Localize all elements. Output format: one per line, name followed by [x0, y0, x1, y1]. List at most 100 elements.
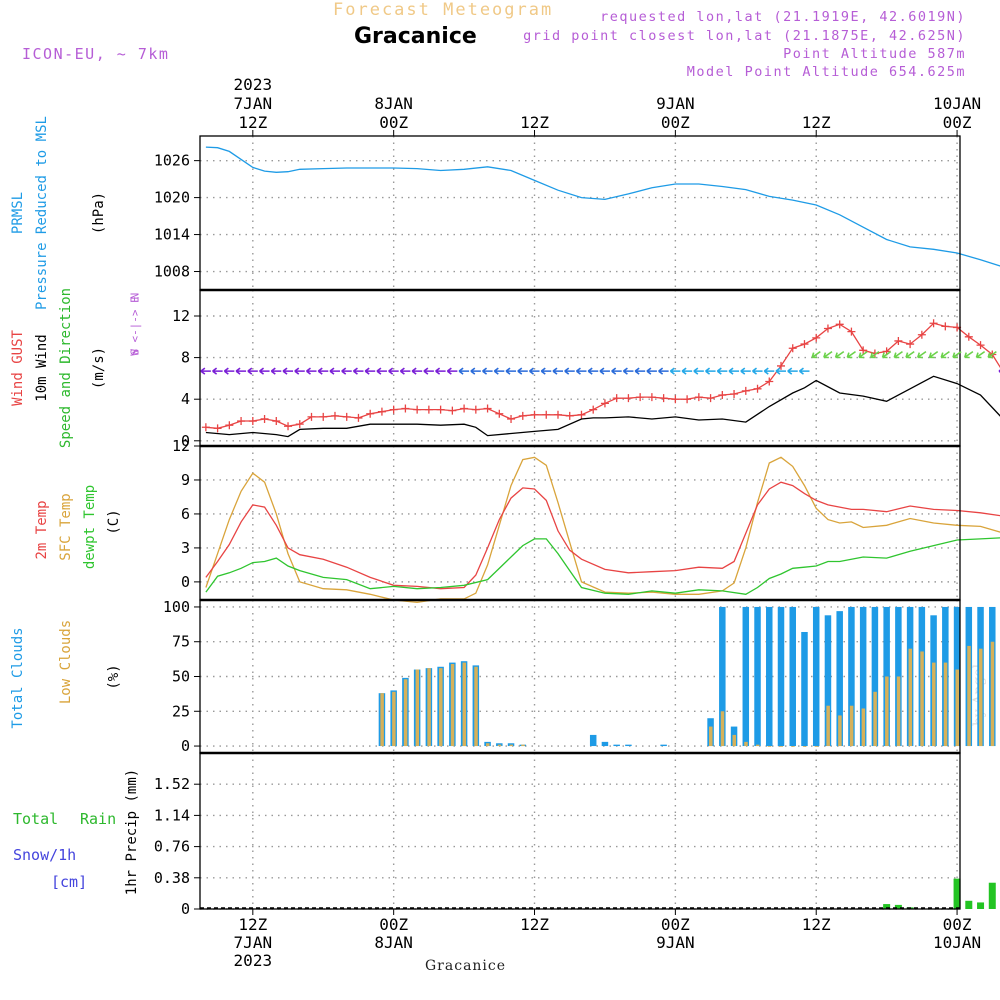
clouds-bar-low-clouds: [415, 669, 420, 747]
precip-total-label: Total: [13, 810, 59, 828]
gust-marker: [565, 411, 574, 420]
clouds-bar-low-clouds: [896, 676, 901, 747]
wind-arrow-shape: [622, 367, 634, 375]
wind-arrow: [517, 367, 528, 375]
precip-ytick-label: 0.76: [154, 838, 190, 856]
wind-arrow: [212, 367, 223, 375]
gust-marker: [964, 332, 973, 341]
wind-arrow: [247, 367, 258, 375]
bottom-time-label: 10JAN: [933, 933, 981, 952]
gust-marker: [812, 333, 821, 342]
gust-marker: [213, 424, 222, 433]
wind-ytick-label: 8: [181, 349, 190, 367]
gust-marker: [366, 409, 375, 418]
wind-arrow-shape: [775, 367, 787, 375]
gust-marker: [377, 407, 386, 416]
gust-marker: [929, 319, 938, 328]
gust-marker: [612, 394, 621, 403]
clouds-bar-low-clouds: [403, 679, 408, 747]
wind-arrow-shape: [423, 367, 434, 375]
clouds-bar-low-clouds: [920, 651, 924, 747]
gust-marker: [284, 422, 293, 431]
wind-arrow: [963, 350, 974, 359]
precip-bar-total-rain: [894, 904, 902, 909]
wind-arrow: [376, 367, 387, 375]
gust-marker: [471, 405, 480, 414]
clouds-bar-total-clouds: [589, 734, 597, 747]
precip-frame: [199, 752, 961, 910]
wind-arrow-shape: [846, 350, 856, 359]
gust-marker: [683, 395, 692, 404]
clouds-bar-total-clouds: [766, 606, 773, 747]
gust-marker: [354, 413, 363, 422]
gust-marker: [777, 361, 786, 370]
wind-arrow-shape: [388, 367, 399, 375]
gust-marker: [448, 406, 457, 415]
wind-arrow-shape: [564, 367, 575, 375]
precip-ytick-label: 1.14: [154, 806, 190, 824]
clouds-frame: [199, 599, 961, 754]
gust-marker: [295, 420, 304, 429]
wind-arrow-shape: [928, 350, 939, 359]
clouds-ytick-label: 100: [163, 598, 190, 616]
clouds-bar-low-clouds: [779, 746, 783, 747]
wind-arrow-shape: [823, 350, 833, 359]
clouds-ytick-label: 75: [172, 633, 190, 651]
clouds-bar-low-clouds: [767, 746, 772, 747]
wind-arrow-shape: [752, 367, 763, 375]
clouds-bar-low-clouds: [439, 668, 443, 747]
wind-arrow: [811, 350, 821, 359]
gridpoint-coords: grid point closest lon,lat (21.1875E, 42…: [523, 28, 966, 44]
clouds-bar-low-clouds: [732, 734, 737, 747]
gust-marker: [530, 410, 539, 419]
wind-arrow: [329, 367, 340, 375]
wind-panel: [194, 289, 1000, 447]
bottom-time-label: 12Z: [520, 915, 549, 934]
wind-arrow: [493, 367, 505, 375]
wind-arrow: [716, 367, 728, 375]
wind-arrow: [905, 350, 915, 359]
wind-arrow: [893, 350, 903, 359]
wind-arrow: [798, 367, 810, 375]
clouds-bar-low-clouds: [861, 708, 866, 747]
clouds-bar-total-clouds: [824, 615, 832, 747]
wind-arrow-shape: [705, 367, 716, 375]
wind-arrow-shape: [905, 350, 915, 359]
wind-arrow: [611, 367, 622, 375]
wind-arrow: [587, 367, 599, 375]
wind-arrow: [364, 367, 376, 375]
wind-arrow: [294, 367, 305, 375]
wind-arrow-shape: [693, 367, 704, 375]
gust-marker: [765, 377, 774, 386]
temp-ytick-label: 0: [181, 573, 190, 591]
clouds-bar-low-clouds: [838, 715, 842, 747]
wind-arrow-shape: [247, 367, 258, 375]
gust-marker: [460, 404, 469, 413]
wind-arrow: [858, 350, 868, 359]
wind-arrow-shape: [364, 367, 376, 375]
wind-arrow-shape: [858, 350, 868, 359]
wind-arrow: [235, 367, 247, 375]
gust-marker: [718, 391, 727, 400]
wind-arrow: [599, 367, 610, 375]
top-time-label: 7JAN: [234, 94, 273, 113]
clouds-bar-low-clouds: [791, 746, 795, 747]
clouds-bar-low-clouds: [908, 648, 913, 747]
bottom-time-label: 00Z: [661, 915, 690, 934]
wind-arrow-shape: [235, 367, 247, 375]
gust-marker: [319, 412, 328, 421]
footer-location: Gracanice: [425, 958, 507, 974]
gust-marker: [941, 322, 950, 331]
clouds-bar-total-clouds: [754, 606, 761, 747]
wind-arrow-shape: [200, 367, 211, 375]
wind-arrow-shape: [482, 367, 493, 375]
wind-arrow: [564, 367, 575, 375]
precip-bar-total-rain: [988, 882, 996, 909]
wind-arrow-shape: [529, 367, 540, 375]
gust-marker: [225, 421, 234, 430]
gust-marker: [237, 417, 246, 426]
wind-arrow-shape: [317, 367, 329, 375]
gust-marker: [647, 393, 656, 402]
wind-arrow: [341, 367, 352, 375]
gust-marker: [906, 340, 915, 349]
